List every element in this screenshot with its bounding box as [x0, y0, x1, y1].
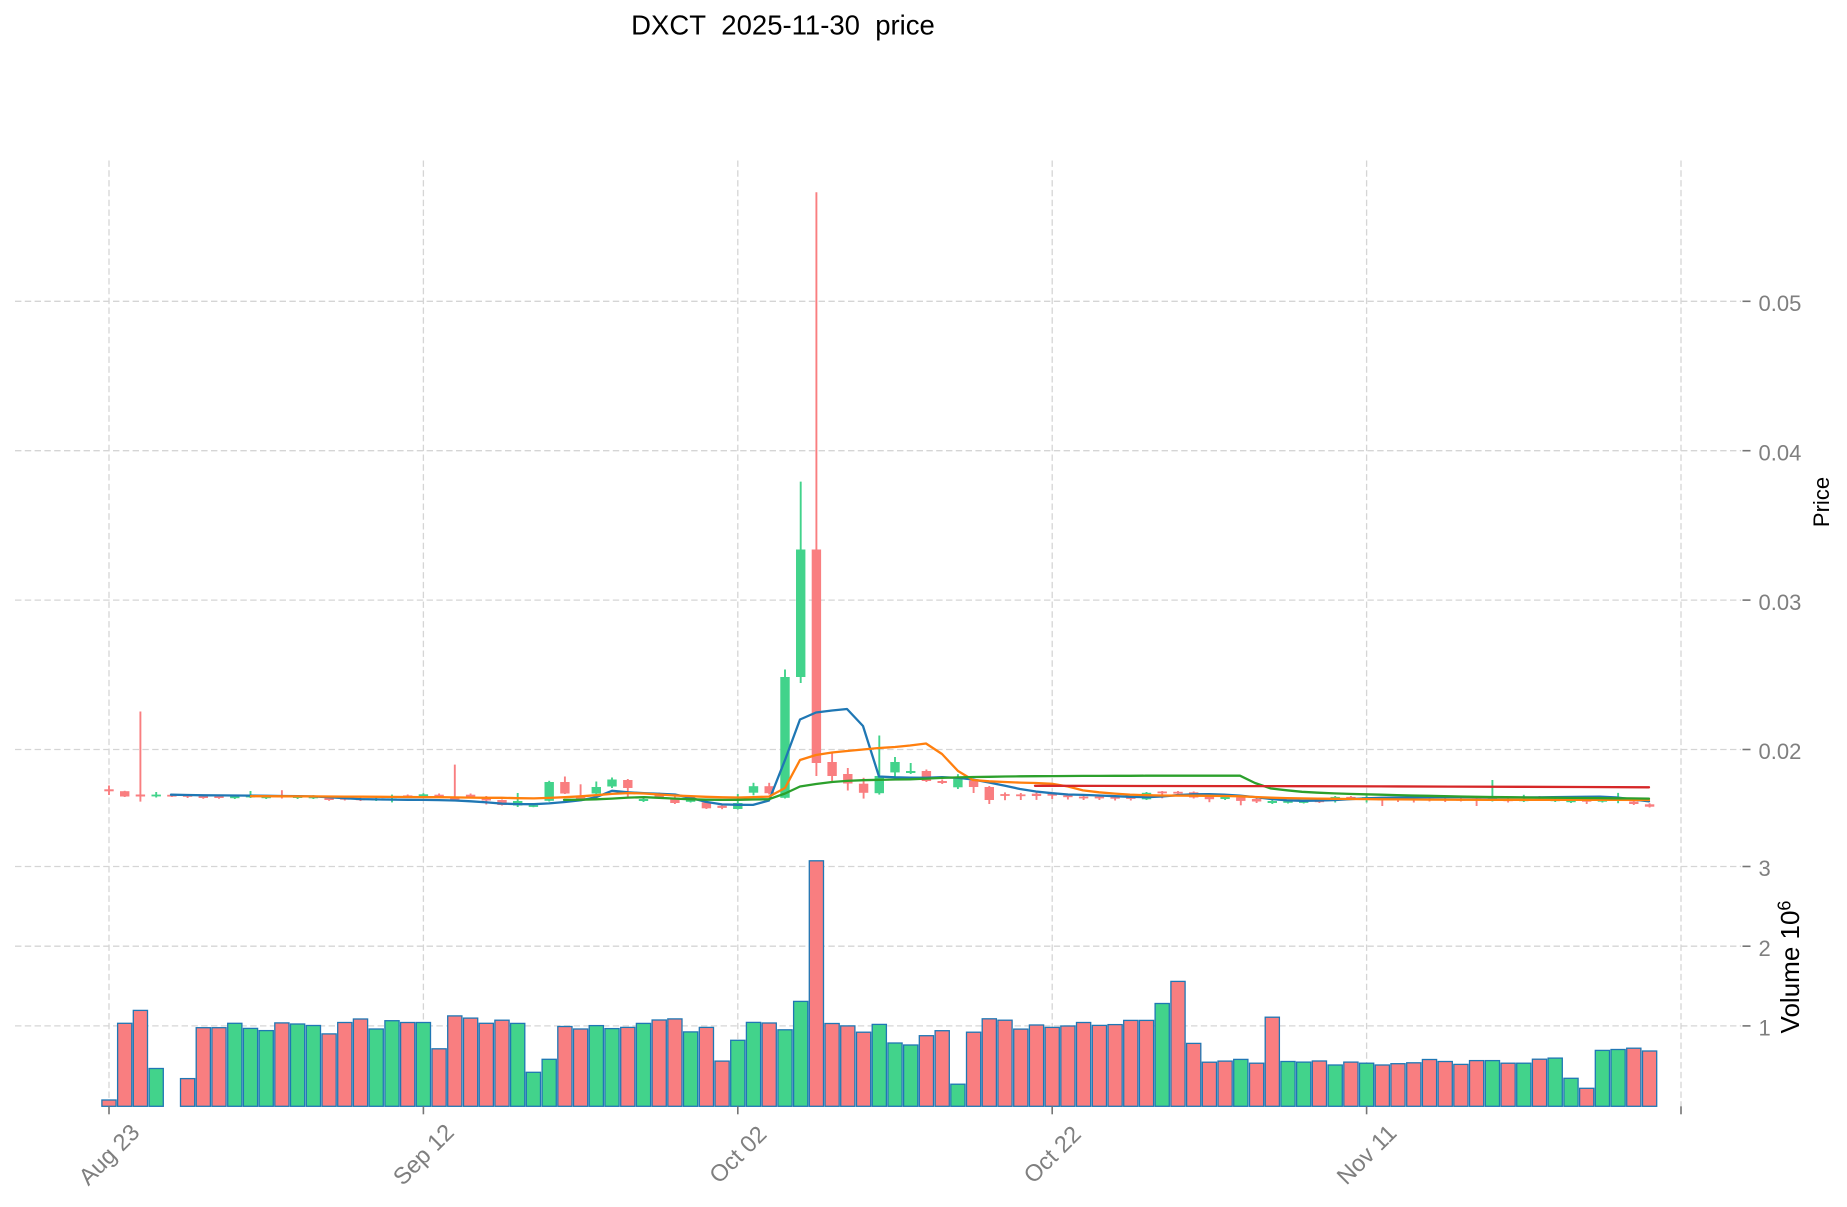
svg-text:1: 1 — [1759, 1016, 1771, 1041]
svg-text:0.02: 0.02 — [1759, 739, 1802, 764]
svg-text:0.05: 0.05 — [1759, 291, 1802, 316]
svg-text:Volume 106: Volume 106 — [1775, 901, 1806, 1034]
svg-text:2: 2 — [1759, 936, 1771, 961]
svg-text:0.03: 0.03 — [1759, 590, 1802, 615]
svg-text:Price: Price — [1809, 477, 1834, 527]
svg-text:3: 3 — [1759, 856, 1771, 881]
svg-text:DXCT 2025-11-30 price: DXCT 2025-11-30 price — [631, 10, 935, 41]
svg-text:0.04: 0.04 — [1759, 440, 1802, 465]
